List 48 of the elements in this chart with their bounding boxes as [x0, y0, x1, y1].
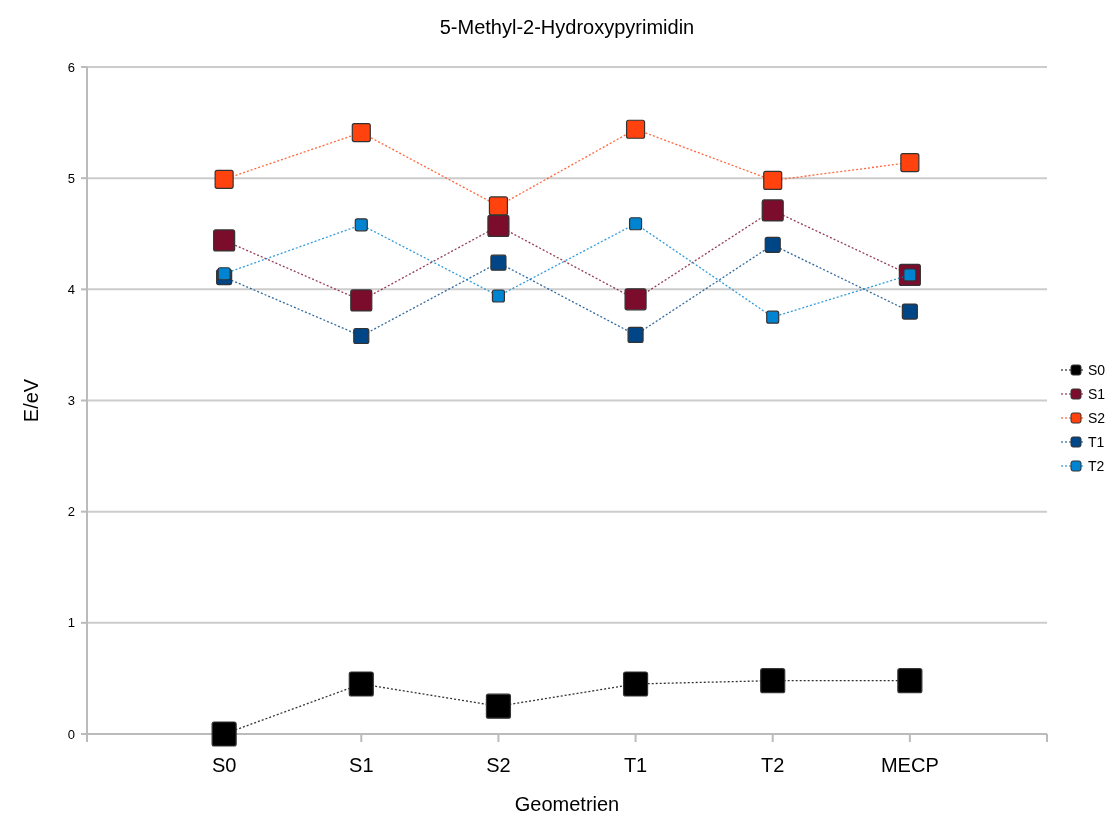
point: [627, 326, 644, 344]
point: [760, 668, 786, 694]
legend-label: S0: [1088, 361, 1106, 378]
point: [628, 217, 643, 231]
y-tick-label: 6: [67, 59, 75, 75]
point: [354, 218, 368, 232]
legend-label: S1: [1088, 385, 1106, 402]
point: [624, 288, 647, 311]
point: [625, 119, 646, 139]
point: [351, 122, 371, 143]
x-axis-title: Geometrien: [514, 793, 620, 815]
point: [350, 289, 373, 312]
x-tick-label: S2: [486, 754, 511, 776]
legend-label: S2: [1088, 409, 1106, 426]
point: [897, 668, 923, 694]
x-tick-label: MECP: [880, 754, 939, 776]
y-tick-label: 4: [67, 281, 75, 297]
point: [348, 671, 374, 697]
point: [764, 236, 781, 253]
point: [491, 289, 506, 303]
point: [211, 721, 237, 747]
y-tick-label: 3: [67, 393, 75, 409]
point: [485, 693, 512, 719]
point: [622, 671, 649, 697]
x-tick-label: T2: [761, 754, 785, 776]
y-axis-title: E/eV: [20, 378, 42, 423]
point: [900, 153, 920, 173]
legend-label: T1: [1088, 433, 1105, 450]
point: [213, 229, 236, 252]
point: [761, 199, 784, 222]
x-tick-label: T1: [623, 754, 648, 776]
legend-label: T2: [1088, 457, 1105, 474]
y-tick-label: 5: [67, 170, 75, 186]
chart-title: 5-Methyl-2-Hydroxypyrimidin: [439, 16, 695, 38]
point: [763, 170, 783, 190]
point: [901, 303, 918, 320]
y-tick-label: 1: [67, 615, 75, 631]
point: [488, 196, 509, 216]
y-tick-label: 2: [67, 504, 75, 520]
point: [353, 327, 370, 345]
point: [487, 214, 510, 238]
x-tick-label: S1: [349, 754, 374, 776]
y-tick-label: 0: [67, 726, 75, 742]
point: [217, 267, 231, 281]
point: [766, 310, 780, 324]
point: [214, 169, 234, 189]
x-tick-label: S0: [211, 754, 237, 776]
point: [490, 254, 507, 271]
